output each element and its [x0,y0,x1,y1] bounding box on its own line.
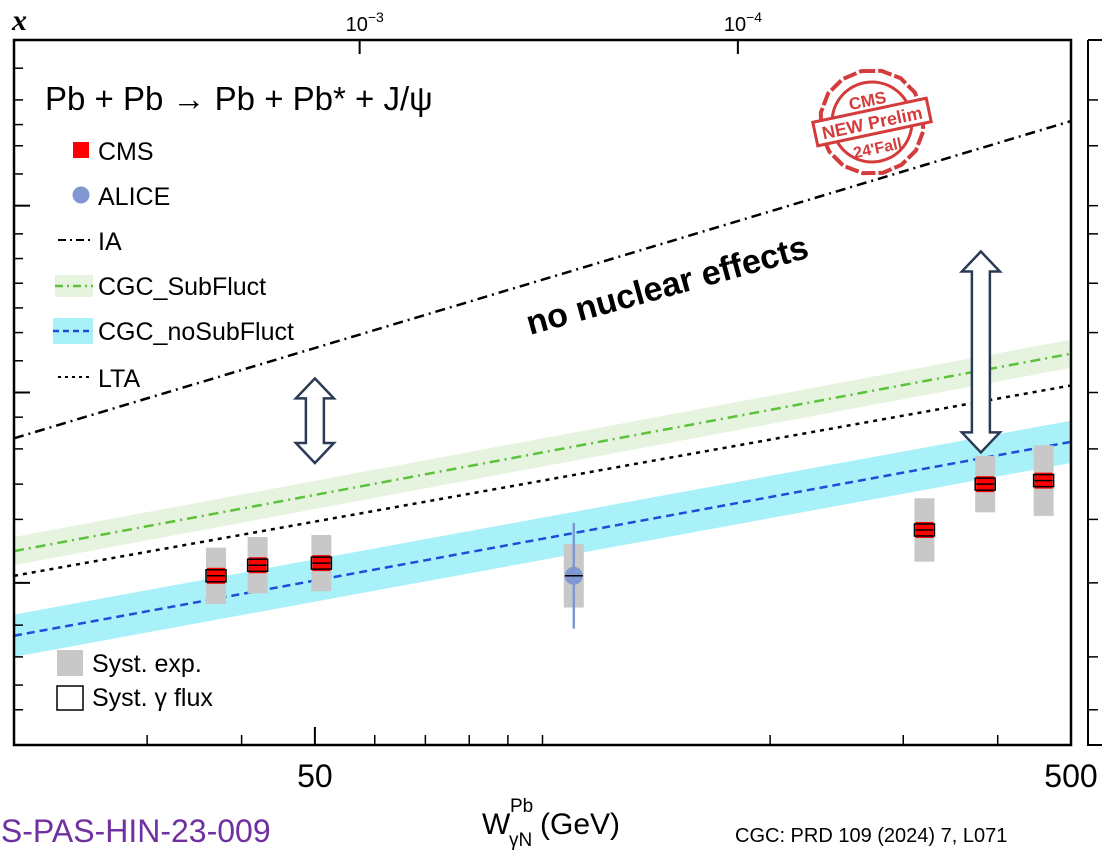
cms-flux-box [310,556,333,570]
theory-bands [14,339,1071,657]
legend-alice-label: ALICE [98,183,170,211]
curve-cgc-subfluct [14,352,1071,553]
legend-ia-label: IA [98,228,122,256]
footer-left: IS-PAS-HIN-23-009 [0,813,271,849]
syst-flux-label: Syst. γ flux [92,684,213,712]
chart-title: Pb + Pb → Pb + Pb* + J/ψ [45,80,433,117]
top-axis-ticks: 10−3 10−4 [346,9,763,36]
theory-curves [14,119,1071,637]
cms-flux-box [913,523,936,537]
legend-nosub-label: CGC_noSubFluct [98,318,294,346]
syst-flux-swatch [56,685,84,711]
legend-cms-marker [73,142,89,158]
curve-ia [14,119,1071,440]
cms-point-3 [913,498,936,562]
x-axis-label: W Pb γN (GeV) [482,796,620,851]
adjacent-panel-ticks [1088,99,1098,711]
legend-sub-label: CGC_SubFluct [98,273,266,301]
stamp-bottom: 24'Fall [852,135,904,162]
cms-flux-box [205,569,227,583]
stamp-outer-ring [818,68,926,176]
legend-cms-label: CMS [98,138,154,166]
ratio-arrows [292,249,1003,465]
x-axis-label-sup: Pb [510,796,533,817]
x-tick-labels: 50 500 [297,758,1098,794]
legend: CMS ALICE IA CGC_SubFluct CGC_noSubFluct… [53,138,294,393]
axis-ticks [14,40,1072,745]
cms-flux-box [246,558,269,572]
curve-cgc-nosubfluct [14,440,1071,637]
annotation-no-nuclear-effects: no nuclear effects [522,228,813,342]
x-tick-label-50: 50 [297,758,333,794]
footer-right: CGC: PRD 109 (2024) 7, L071 [735,825,1007,847]
cms-point-5 [1032,445,1055,516]
cms-point-1 [246,537,269,594]
cms-prelim-stamp: CMS NEW Prelim 24'Fall [810,68,934,176]
stamp-banner [810,96,934,148]
cms-flux-box [1032,473,1055,488]
ratio-arrow-0 [292,376,337,465]
data-points [205,445,1055,629]
syst-exp-swatch [57,650,83,676]
adjacent-panel-edge [1087,39,1102,746]
cms-point-4 [974,455,996,513]
legend-lta-label: LTA [98,365,140,393]
x-axis-label-unit: (GeV) [540,808,620,841]
ratio-arrow-1 [958,249,1003,455]
legend-alice-marker [72,186,90,204]
x-axis-label-main: W [482,808,511,841]
syst-exp-label: Syst. exp. [92,650,202,678]
top-tick-label-0: 10−3 [346,9,384,36]
top-tick-label-1: 10−4 [724,9,762,36]
x-tick-label-500: 500 [1044,758,1097,794]
alice-point-0 [563,522,584,629]
cms-flux-box [974,477,996,491]
cms-point-0 [205,547,227,604]
cms-point-2 [310,534,333,592]
top-axis-label: x [11,4,27,37]
x-axis-label-sub: γN [509,830,532,851]
